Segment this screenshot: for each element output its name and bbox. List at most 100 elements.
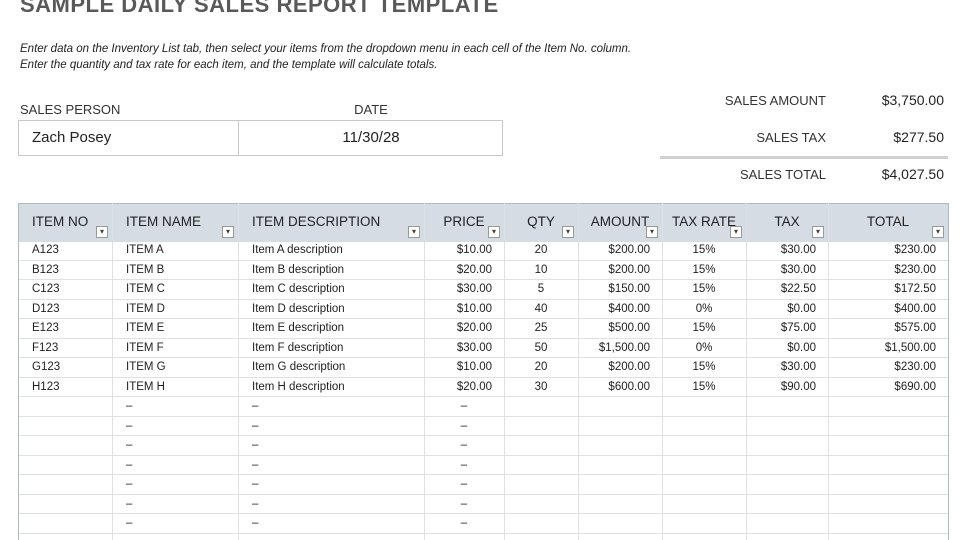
cell: 15% bbox=[692, 263, 716, 276]
summary-label: SALES TAX bbox=[756, 130, 826, 145]
input-value[interactable]: Zach Posey bbox=[32, 129, 112, 146]
row-line bbox=[18, 376, 948, 378]
cell: $600.00 bbox=[608, 380, 650, 393]
summary-label: SALES AMOUNT bbox=[724, 93, 826, 108]
cell: – bbox=[126, 497, 133, 510]
cell: $230.00 bbox=[894, 263, 936, 276]
column-header: ITEM NAME bbox=[126, 214, 202, 229]
cell: $690.00 bbox=[894, 380, 936, 393]
cell: $230.00 bbox=[894, 244, 936, 256]
cell: Item G description bbox=[252, 361, 346, 373]
cell: $30.00 bbox=[456, 341, 492, 354]
row-line bbox=[18, 493, 948, 495]
cell: ITEM C bbox=[126, 283, 165, 295]
cell: – bbox=[460, 458, 468, 471]
cell: $150.00 bbox=[608, 283, 650, 295]
instruction: Enter data on the Inventory List tab, th… bbox=[20, 43, 632, 55]
column-line bbox=[238, 203, 239, 540]
cell: $172.50 bbox=[894, 283, 936, 295]
dropdown-button[interactable]: ▾ bbox=[222, 226, 234, 238]
row-line bbox=[18, 415, 948, 417]
cell: 20 bbox=[534, 361, 548, 373]
cell: ITEM D bbox=[126, 302, 165, 315]
cell: – bbox=[126, 400, 133, 412]
cell: $1,500.00 bbox=[884, 341, 936, 354]
row-line bbox=[18, 532, 948, 534]
row-line bbox=[18, 279, 948, 280]
cell: A123 bbox=[32, 244, 59, 256]
cell: $30.00 bbox=[456, 283, 492, 295]
cell: – bbox=[460, 497, 468, 510]
cell: $400.00 bbox=[608, 302, 650, 315]
column-header: TOTAL bbox=[866, 214, 910, 229]
cell: $200.00 bbox=[608, 263, 650, 276]
cell: $30.00 bbox=[780, 361, 816, 373]
dropdown-button[interactable]: ▾ bbox=[812, 226, 824, 238]
cell: C123 bbox=[32, 283, 60, 295]
summary-value: $4,027.50 bbox=[881, 166, 944, 182]
cell: $0.00 bbox=[787, 302, 816, 315]
column-header: TAX RATE bbox=[671, 214, 736, 229]
column-line bbox=[504, 203, 505, 540]
column-header: ITEM NO bbox=[32, 214, 89, 229]
row-line bbox=[18, 454, 948, 456]
label: SALES PERSON bbox=[20, 102, 121, 117]
dropdown-button[interactable]: ▾ bbox=[408, 226, 420, 238]
row-line bbox=[18, 259, 948, 261]
cell: Item H description bbox=[252, 380, 345, 393]
row-line bbox=[18, 357, 948, 358]
cell: $200.00 bbox=[608, 244, 650, 256]
column-header: AMOUNT bbox=[590, 214, 650, 229]
column-line bbox=[112, 203, 113, 540]
cell: Item D description bbox=[252, 302, 345, 315]
cell: $1,500.00 bbox=[598, 341, 650, 354]
column-line bbox=[18, 203, 19, 540]
row-line bbox=[18, 513, 948, 514]
input-value[interactable]: 11/30/28 bbox=[342, 129, 400, 146]
column-line bbox=[662, 203, 663, 540]
cell: 25 bbox=[534, 322, 548, 334]
cell: G123 bbox=[32, 361, 61, 373]
cell: $230.00 bbox=[894, 361, 936, 373]
cell: 15% bbox=[692, 380, 716, 393]
cell: 40 bbox=[534, 302, 548, 315]
dropdown-button[interactable]: ▾ bbox=[730, 226, 742, 238]
cell: – bbox=[126, 517, 133, 529]
header-row bbox=[18, 203, 948, 242]
cell: 0% bbox=[695, 341, 713, 354]
cell: 5 bbox=[537, 283, 545, 295]
dropdown-button[interactable]: ▾ bbox=[96, 226, 108, 238]
cell: Item C description bbox=[252, 283, 345, 295]
cell: – bbox=[252, 517, 259, 529]
cell: $400.00 bbox=[894, 302, 936, 315]
cell: 15% bbox=[692, 244, 716, 256]
row-line bbox=[18, 396, 948, 397]
dropdown-button[interactable]: ▾ bbox=[932, 226, 944, 238]
cell: – bbox=[126, 439, 133, 451]
dropdown-button[interactable]: ▾ bbox=[562, 226, 574, 238]
cell: 10 bbox=[534, 263, 548, 276]
cell: $30.00 bbox=[780, 244, 816, 256]
column-header: QTY bbox=[527, 214, 555, 229]
cell: – bbox=[460, 478, 468, 490]
divider bbox=[660, 156, 948, 159]
column-line bbox=[828, 203, 829, 540]
divider bbox=[238, 120, 239, 156]
cell: $500.00 bbox=[608, 322, 650, 334]
cell: – bbox=[126, 419, 133, 432]
cell: ITEM F bbox=[126, 341, 164, 354]
cell: 20 bbox=[534, 244, 548, 256]
cell: 50 bbox=[534, 341, 548, 354]
cell: – bbox=[252, 458, 259, 471]
cell: Item A description bbox=[252, 244, 343, 256]
cell: ITEM B bbox=[126, 263, 165, 276]
column-header: PRICE bbox=[443, 214, 485, 229]
dropdown-button[interactable]: ▾ bbox=[488, 226, 500, 238]
dropdown-button[interactable]: ▾ bbox=[646, 226, 658, 238]
cell: $20.00 bbox=[456, 322, 492, 334]
column-header: TAX bbox=[774, 214, 800, 229]
cell: D123 bbox=[32, 302, 60, 315]
column-line bbox=[424, 203, 425, 540]
cell: B123 bbox=[32, 263, 59, 276]
cell: $10.00 bbox=[456, 302, 492, 315]
